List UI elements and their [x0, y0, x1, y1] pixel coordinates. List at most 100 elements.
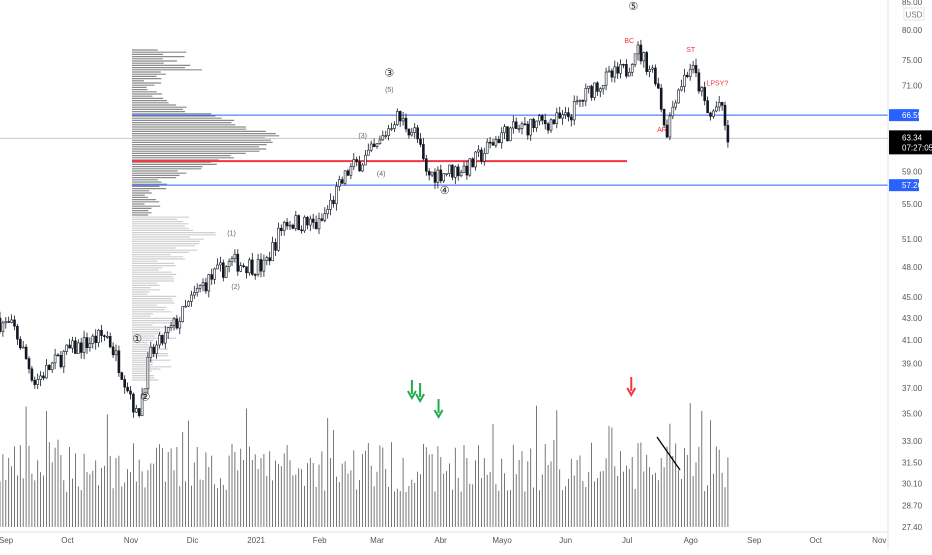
candle-body — [259, 259, 263, 272]
candle-body — [56, 354, 60, 357]
candle-body — [607, 70, 611, 73]
candle-body — [395, 111, 399, 125]
candle-body — [349, 166, 353, 176]
candle-body — [569, 116, 573, 121]
level-label: 66.59 — [902, 111, 923, 120]
candle-body — [671, 106, 675, 117]
candle-body — [514, 121, 518, 129]
candle-body — [596, 82, 599, 92]
candle-body — [691, 65, 695, 70]
trend-line[interactable] — [656, 436, 681, 471]
wave-label: (5) — [385, 87, 394, 94]
candle-body — [166, 327, 170, 333]
candle-body — [529, 118, 533, 136]
price-axis[interactable]: 85.00 80.00 75.00 71.00 59.00 55.00 51.00 48.00… — [902, 0, 923, 532]
candle-body — [410, 132, 414, 136]
candle-body — [659, 87, 663, 110]
time-axis[interactable]: Sep Oct Nov Dic 2021 Feb Mar Abr Mayo Jun Jul Ago Se… — [0, 536, 886, 545]
candle-body — [343, 170, 347, 184]
wave-label: AR — [657, 127, 667, 134]
candle-body — [132, 393, 135, 413]
price-tick: 80.00 — [902, 26, 923, 35]
candle-body — [465, 165, 469, 176]
candle-body — [459, 172, 463, 177]
candle-body — [610, 70, 614, 78]
candle-body — [378, 139, 382, 145]
candle-body — [552, 119, 556, 124]
candle-body — [340, 179, 344, 184]
candle-body — [398, 111, 402, 122]
candle-body — [82, 337, 86, 353]
candles — [0, 39, 730, 418]
candle-body — [358, 161, 361, 172]
wave-label: (1) — [227, 230, 236, 237]
candle-body — [575, 100, 579, 103]
candle-body — [630, 64, 634, 73]
candle-body — [523, 123, 527, 126]
candle-body — [77, 342, 80, 354]
time-tick: Sep — [747, 536, 762, 545]
candle-body — [123, 379, 126, 388]
wave-label: (4) — [377, 171, 386, 178]
candle-body — [193, 292, 196, 296]
candle-body — [662, 109, 666, 126]
candle-body — [401, 117, 405, 122]
candle-body — [633, 53, 637, 65]
candle-body — [709, 112, 712, 117]
candle-body — [546, 123, 550, 131]
candle-body — [106, 336, 109, 338]
candle-body — [616, 66, 620, 74]
candle-body — [639, 44, 643, 62]
candle-body — [506, 126, 509, 142]
candle-body — [726, 125, 730, 143]
candle-body — [311, 218, 315, 223]
candle-body — [68, 344, 71, 349]
level-label-badge — [889, 179, 919, 192]
candle-body — [314, 222, 318, 230]
arrow-down-icon — [433, 409, 444, 420]
time-tick: Abr — [434, 536, 447, 545]
candle-body — [329, 199, 332, 210]
time-tick: Nov — [872, 536, 886, 545]
candle-body — [619, 64, 622, 74]
currency-badge — [903, 7, 925, 21]
candle-body — [482, 153, 486, 162]
candle-body — [526, 123, 530, 136]
candle-body — [152, 346, 155, 354]
candle-body — [30, 368, 34, 381]
candle-body — [184, 305, 187, 308]
candle-body — [468, 158, 472, 176]
candle-body — [433, 171, 437, 183]
candle-body — [297, 215, 301, 231]
candle-body — [587, 85, 591, 89]
candle-body — [190, 294, 193, 302]
candle-body — [10, 319, 13, 323]
candle-body — [265, 257, 269, 261]
candle-body — [494, 139, 498, 146]
wave-label: ③ — [384, 67, 394, 79]
candle-body — [656, 83, 660, 89]
candle-body — [642, 52, 646, 62]
candle-body — [720, 102, 724, 106]
candle-body — [224, 266, 228, 278]
candle-body — [213, 268, 216, 280]
candle-body — [683, 74, 686, 87]
candle-body — [71, 340, 74, 349]
candle-body — [366, 149, 370, 156]
candle-body — [346, 170, 350, 176]
candle-body — [535, 120, 538, 129]
candle-body — [222, 262, 225, 278]
time-tick: Dic — [187, 536, 199, 545]
candle-body — [155, 344, 158, 354]
candle-body — [59, 354, 63, 368]
candle-body — [62, 351, 66, 368]
candle-body — [714, 106, 718, 112]
price-tick: 55.00 — [902, 200, 923, 209]
candle-body — [0, 317, 2, 332]
candle-body — [361, 164, 364, 172]
candle-body — [79, 342, 83, 353]
candle-body — [636, 44, 640, 55]
candle-body — [47, 364, 51, 371]
